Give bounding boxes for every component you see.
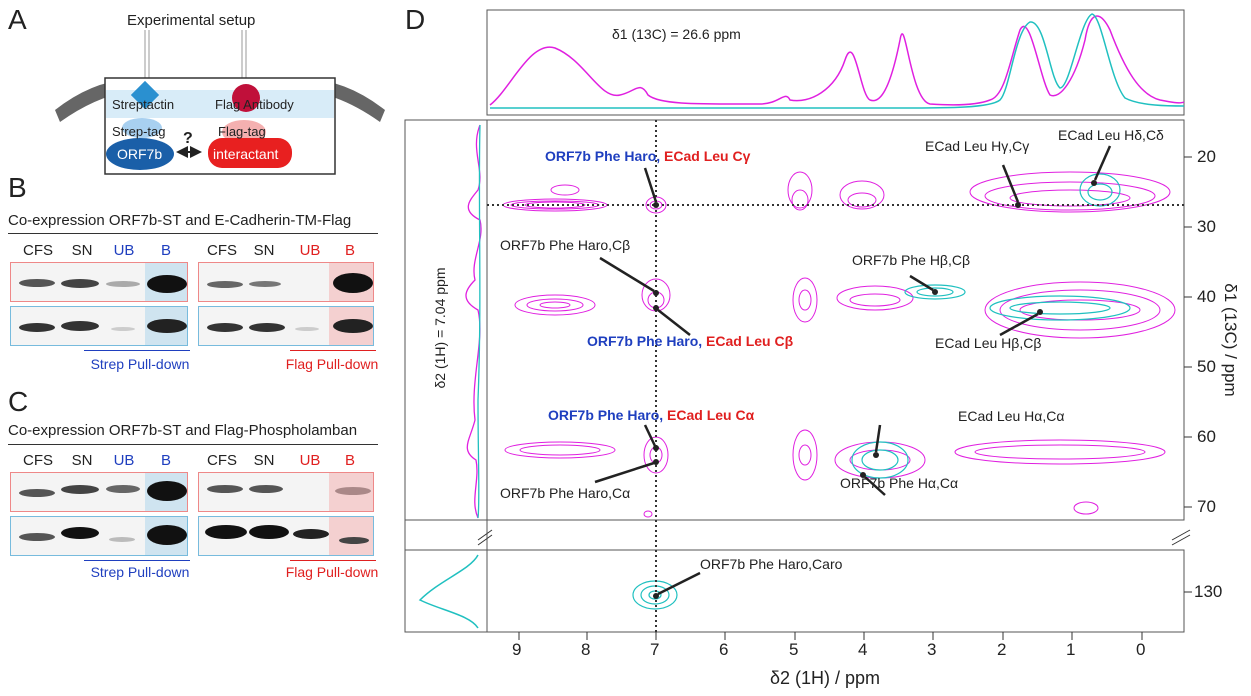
x-tick: 1 (1066, 640, 1076, 659)
lane-label: UB (113, 242, 135, 259)
lane-label: CFS (23, 242, 53, 259)
panel-letter-a: A (8, 4, 27, 35)
y-tick: 60 (1197, 427, 1216, 446)
top-trace-label: δ1 (13C) = 26.6 ppm (612, 26, 741, 42)
flag-antibody-label: Flag Antibody (215, 97, 294, 112)
flag-tag-label: Flag-tag (218, 124, 266, 139)
panel-letter-b: B (8, 172, 27, 203)
top-trace-frame (486, 9, 1185, 116)
lane-label: CFS (207, 242, 237, 259)
annotation-phe-haro-caro: ORF7b Phe Haro,Caro (700, 556, 843, 572)
blot-c-blue-right (198, 516, 374, 556)
blot-c-red-left (10, 472, 188, 512)
x-tick: 7 (650, 640, 660, 659)
annotation-leu-hb-cb: ECad Leu Hβ,Cβ (935, 335, 1042, 351)
x-tick: 6 (719, 640, 729, 659)
panel-letter-c: C (8, 386, 29, 417)
lane-label: B (344, 452, 355, 469)
panel-c-title: Co-expression ORF7b-ST and Flag-Phosphol… (8, 422, 358, 439)
strep-tag-label: Strep-tag (112, 124, 166, 139)
x-tick: 3 (927, 640, 937, 659)
strep-pulldown-c: Strep Pull-down (90, 564, 190, 580)
annotation-phe-haro-cb: ORF7b Phe Haro,Cβ (500, 237, 631, 253)
blot-c-red-right (198, 472, 374, 512)
lane-label: CFS (23, 452, 53, 469)
interactant-label: interactant (213, 146, 279, 162)
panel-letter-d: D (405, 4, 426, 35)
blot-b-blue-left (10, 306, 188, 346)
lane-label: SN (253, 452, 275, 469)
lane-label: UB (299, 452, 321, 469)
x-tick: 9 (512, 640, 522, 659)
lane-label: UB (299, 242, 321, 259)
y-tick: 30 (1197, 217, 1216, 236)
panel-b-title: Co-expression ORF7b-ST and E-Cadherin-TM… (8, 212, 352, 229)
blot-b-blue-right (198, 306, 374, 346)
flag-pulldown-b: Flag Pull-down (285, 356, 379, 372)
blot-b-red-right (198, 262, 374, 302)
question-mark: ? (183, 130, 193, 147)
orf7b-label: ORF7b (117, 146, 163, 162)
lane-label: B (344, 242, 355, 259)
annotation-phe-haro-leu-cb: ORF7b Phe Haro, ECad Leu Cβ (587, 333, 794, 349)
annotation-leu-hg-cg: ECad Leu Hγ,Cγ (925, 138, 1030, 154)
annotation-leu-hd-cd: ECad Leu Hδ,Cδ (1058, 127, 1164, 143)
y-axis-label: δ1 (13C) / ppm (1221, 283, 1240, 397)
x-tick: 2 (997, 640, 1007, 659)
annotation-phe-haro-cg: ORF7b Phe Haro, ECad Leu Cγ (545, 148, 751, 164)
annotation-phe-haro-leu-ca: ORF7b Phe Haro, ECad Leu Cα (548, 407, 755, 423)
lane-label: CFS (207, 452, 237, 469)
x-axis-label: δ2 (1H) / ppm (770, 668, 881, 688)
x-tick: 4 (858, 640, 868, 659)
lane-label: UB (113, 452, 135, 469)
lane-label: B (160, 242, 171, 259)
left-trace-frame (404, 119, 488, 633)
y-tick: 40 (1197, 287, 1216, 306)
annotation-phe-ha-ca: ORF7b Phe Hα,Cα (840, 475, 959, 491)
setup-diagram (55, 30, 385, 175)
lane-label: SN (71, 242, 93, 259)
x-tick: 8 (581, 640, 591, 659)
x-tick: 5 (789, 640, 799, 659)
lane-label: B (160, 452, 171, 469)
strep-pulldown-b: Strep Pull-down (90, 356, 190, 372)
lane-label: SN (253, 242, 275, 259)
flag-pulldown-c: Flag Pull-down (285, 564, 379, 580)
blot-c-blue-left (10, 516, 188, 556)
top-trace-teal (490, 13, 1185, 109)
top-trace-magenta (489, 15, 1185, 106)
left-trace-label: δ2 (1H) = 7.04 ppm (432, 267, 448, 389)
y-tick: 20 (1197, 147, 1216, 166)
y-tick: 130 (1194, 582, 1223, 601)
blot-b-red-left (10, 262, 188, 302)
annotation-leu-ha-ca: ECad Leu Hα,Cα (958, 408, 1065, 424)
streptactin-label: Streptactin (112, 97, 175, 112)
x-tick: 0 (1136, 640, 1146, 659)
annotation-phe-haro-ca: ORF7b Phe Haro,Cα (500, 485, 631, 501)
lane-label: SN (71, 452, 93, 469)
annotation-phe-hb-cb: ORF7b Phe Hβ,Cβ (852, 252, 971, 268)
setup-title: Experimental setup (127, 12, 256, 29)
y-tick: 70 (1197, 497, 1216, 516)
y-tick: 50 (1197, 357, 1216, 376)
